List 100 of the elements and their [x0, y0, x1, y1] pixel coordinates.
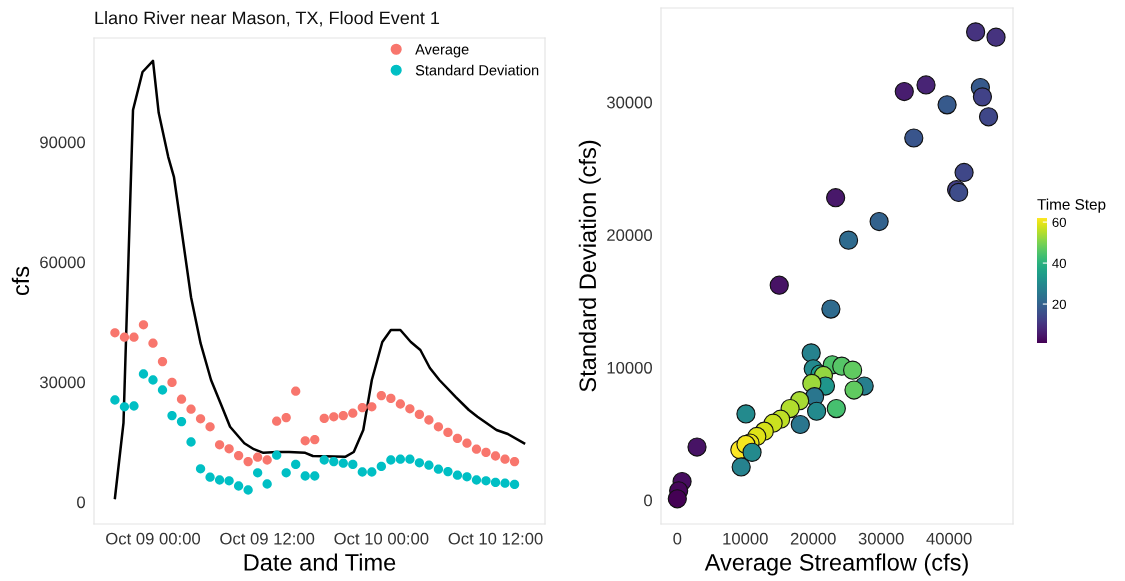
point [310, 434, 320, 445]
y-tick-label: 0 [644, 494, 653, 507]
x-tick-label: 40000 [926, 532, 972, 545]
x-tick-label: Oct 10 12:00 [448, 532, 543, 545]
point [224, 444, 234, 454]
point [138, 369, 149, 379]
point [262, 479, 272, 489]
point [195, 464, 206, 474]
point [310, 471, 320, 481]
point [462, 472, 472, 482]
point [148, 338, 158, 348]
point [243, 456, 253, 467]
point [500, 454, 510, 464]
point [395, 399, 406, 409]
point [110, 328, 120, 338]
point [167, 377, 177, 388]
point [424, 460, 434, 470]
point [500, 478, 510, 488]
point [348, 408, 358, 418]
point [233, 481, 244, 491]
point [338, 458, 348, 468]
point [186, 404, 196, 414]
color-bar-title: Time Step [1037, 198, 1106, 213]
point [452, 433, 463, 444]
point [233, 450, 244, 461]
point [205, 422, 215, 432]
point [167, 410, 177, 421]
y-axis-title: Standard Deviation (cfs) [578, 140, 601, 392]
point [129, 332, 139, 342]
point [110, 395, 120, 405]
point [291, 386, 301, 396]
point [424, 415, 434, 425]
point [157, 385, 168, 395]
legend-label: Standard Deviation [415, 64, 539, 76]
point [157, 356, 168, 367]
point [281, 468, 291, 478]
point [243, 485, 253, 495]
point [195, 414, 206, 424]
legend-label: Average [415, 44, 469, 58]
point [272, 450, 282, 460]
point [253, 452, 263, 462]
point [471, 475, 482, 485]
point [405, 454, 415, 464]
x-tick-label: Oct 09 12:00 [220, 532, 315, 545]
point [471, 444, 482, 454]
x-axis-title: Date and Time [244, 553, 396, 571]
x-tick-label: 20000 [790, 532, 836, 545]
y-tick-label: 30000 [606, 96, 653, 109]
y-tick-label: 10000 [607, 361, 653, 374]
x-tick-label: Oct 09 00:00 [106, 532, 201, 545]
point [357, 402, 367, 413]
point [300, 436, 310, 446]
y-tick-label: 90000 [40, 136, 86, 149]
x-tick-label: Oct 10 00:00 [334, 532, 429, 545]
point [376, 390, 386, 401]
point [414, 409, 425, 420]
color-bar-label: 40 [1052, 258, 1067, 268]
point [119, 402, 130, 412]
point [291, 459, 301, 470]
point [272, 416, 282, 426]
point [357, 467, 367, 477]
point [433, 464, 444, 474]
point [481, 447, 491, 458]
color-bar-label: 60 [1052, 217, 1067, 228]
point [462, 438, 472, 448]
point [148, 375, 158, 385]
point [300, 471, 310, 481]
point [481, 476, 491, 486]
point [452, 470, 463, 480]
point [509, 479, 520, 490]
point [348, 459, 358, 470]
point [262, 455, 272, 465]
y-tick-label: 60000 [40, 256, 86, 269]
point [338, 410, 348, 421]
y-axis-title: cfs [11, 266, 30, 296]
point [443, 466, 453, 477]
point [319, 455, 329, 465]
point [405, 404, 415, 414]
point [214, 440, 225, 450]
point [176, 394, 187, 404]
point [281, 412, 291, 423]
x-tick-label: 30000 [858, 532, 904, 545]
point [176, 416, 187, 427]
point [129, 401, 139, 411]
point [367, 402, 377, 412]
point [205, 472, 215, 482]
point [386, 393, 396, 404]
point [367, 467, 377, 477]
point [138, 320, 149, 330]
point [329, 456, 339, 467]
y-tick-label: 20000 [607, 229, 653, 242]
point [119, 332, 130, 342]
point [253, 468, 263, 478]
point [414, 458, 425, 468]
point [186, 437, 196, 447]
x-tick-label: 10000 [723, 532, 768, 545]
point [329, 412, 339, 422]
y-tick-label: 0 [77, 496, 86, 509]
x-tick-label: 0 [673, 532, 682, 545]
point [443, 427, 453, 438]
